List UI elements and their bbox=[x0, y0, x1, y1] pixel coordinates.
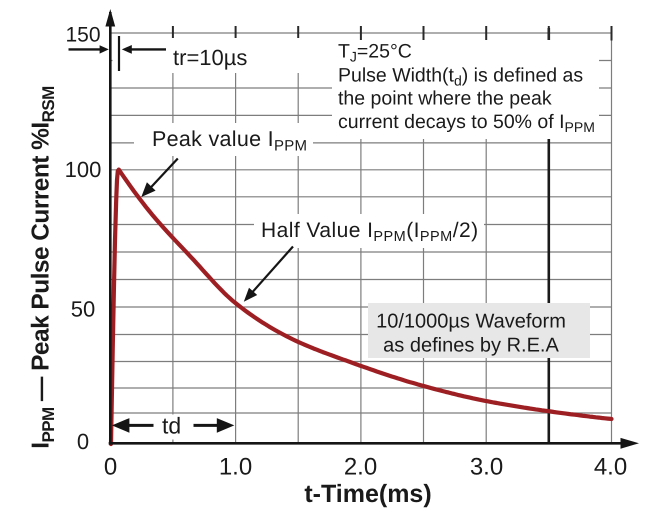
svg-text:0: 0 bbox=[77, 429, 89, 454]
svg-text:0: 0 bbox=[104, 454, 117, 481]
svg-text:TJ=25°C: TJ=25°C bbox=[338, 41, 412, 65]
svg-text:100: 100 bbox=[65, 157, 102, 182]
svg-text:Pulse Width(td) is defined as: Pulse Width(td) is defined as bbox=[338, 64, 583, 88]
svg-text:Half Value IPPM(IPPM/2): Half Value IPPM(IPPM/2) bbox=[261, 219, 479, 245]
svg-text:IPPM — Peak Pulse Current %IR: IPPM — Peak Pulse Current %IRSM bbox=[28, 86, 59, 449]
svg-text:the point where the peak: the point where the peak bbox=[338, 88, 552, 110]
svg-text:50: 50 bbox=[71, 296, 95, 321]
svg-text:t-Time(ms): t-Time(ms) bbox=[304, 480, 431, 508]
svg-text:10/1000µs Waveform: 10/1000µs Waveform bbox=[376, 311, 566, 333]
svg-text:4.0: 4.0 bbox=[594, 454, 627, 481]
svg-text:current decays to 50% of IPPM: current decays to 50% of IPPM bbox=[338, 111, 595, 135]
svg-text:td: td bbox=[162, 413, 181, 439]
svg-text:as defines by R.E.A: as defines by R.E.A bbox=[383, 335, 559, 357]
svg-text:1.0: 1.0 bbox=[219, 454, 252, 481]
svg-text:2.0: 2.0 bbox=[344, 454, 377, 481]
svg-text:3.0: 3.0 bbox=[470, 454, 503, 481]
svg-text:150: 150 bbox=[65, 23, 100, 46]
svg-text:tr=10µs: tr=10µs bbox=[173, 45, 247, 70]
